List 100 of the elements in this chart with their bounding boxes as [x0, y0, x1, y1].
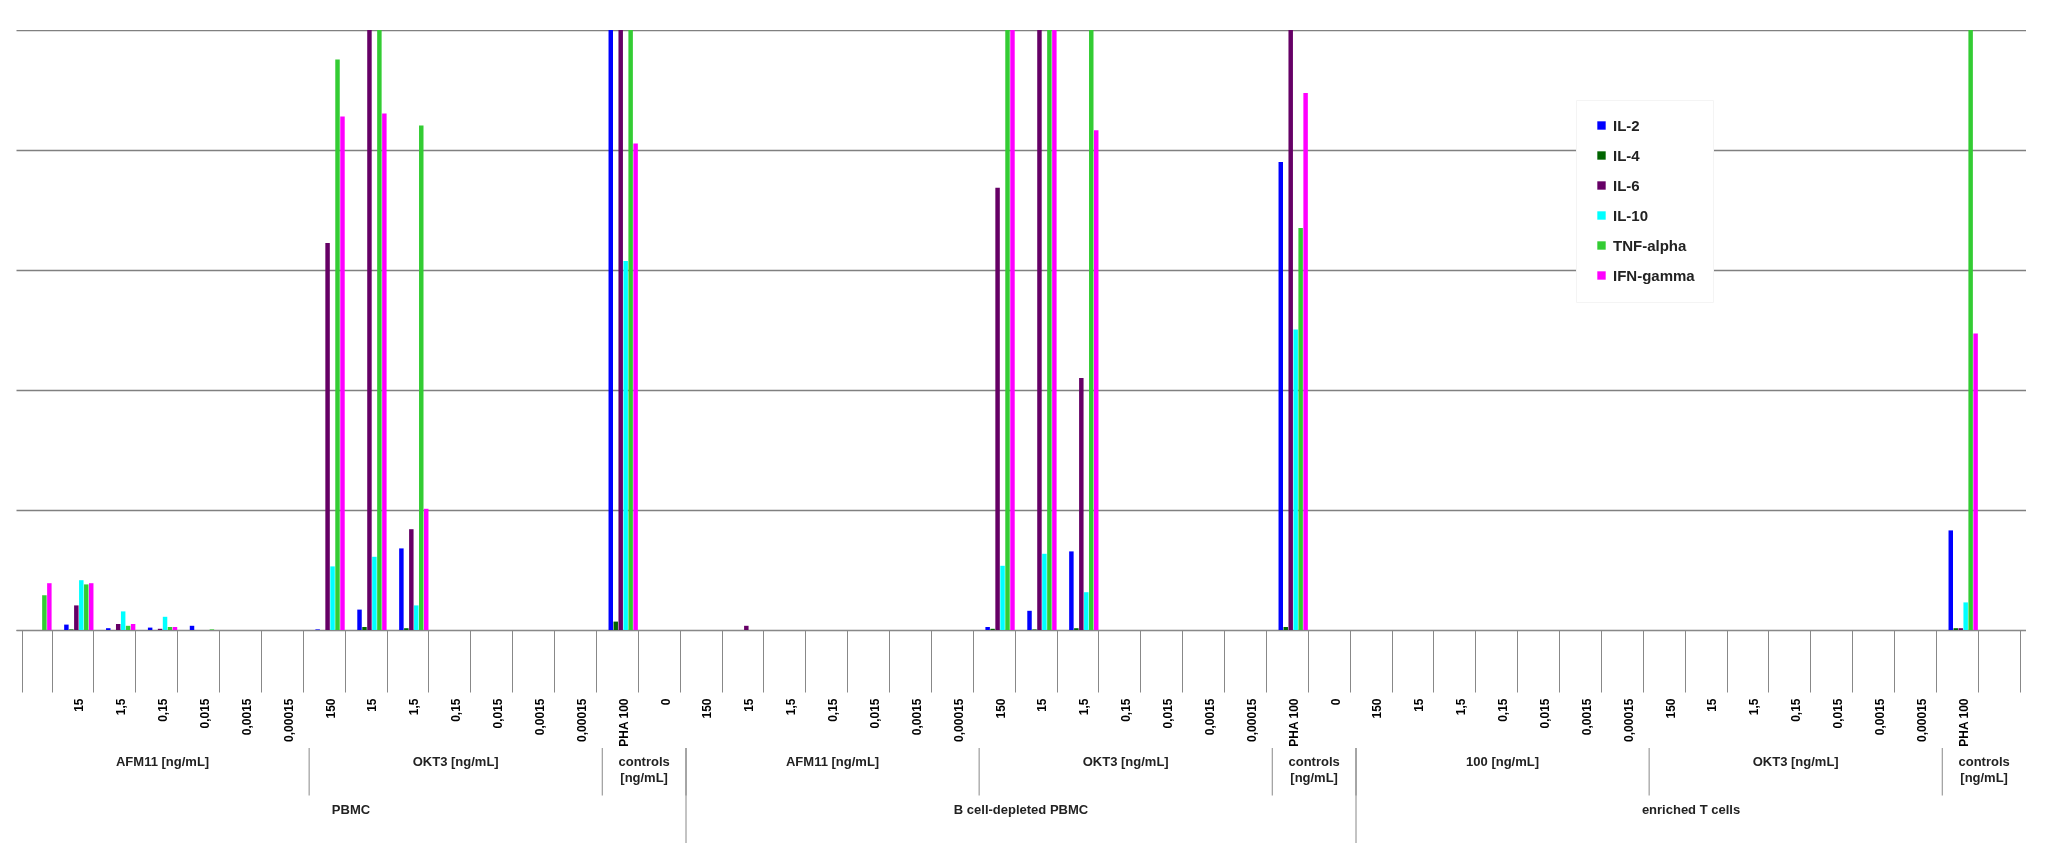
x-tick-label: 0,15 — [1496, 698, 1511, 722]
x-tick-label: 15 — [1412, 698, 1427, 712]
text: AFM11 [ng/mL] — [785, 754, 880, 769]
x-tick-label: 0,15 — [1119, 698, 1134, 722]
x-tick-label: 0,00015 — [574, 698, 589, 742]
x-tick-label: 1,5 — [1454, 698, 1469, 716]
bar — [79, 580, 84, 630]
text: OKT3 [ng/mL] — [1752, 754, 1839, 769]
bar — [1042, 553, 1047, 630]
text: AFM11 [ng/mL] — [115, 754, 210, 769]
x-tick-label: 0,0015 — [532, 698, 547, 736]
bar — [357, 609, 362, 630]
bar — [1948, 530, 1953, 630]
bar — [1010, 30, 1015, 630]
text: OKT3 [ng/mL] — [1082, 754, 1169, 769]
bar — [1089, 30, 1094, 630]
bar — [1298, 228, 1303, 630]
x-tick-label: 1,5 — [114, 698, 129, 716]
x-tick-label: 150 — [993, 698, 1008, 719]
x-tick-label: 0,0015 — [1579, 698, 1594, 736]
bar — [744, 625, 749, 630]
bar — [325, 243, 330, 630]
bar — [1037, 30, 1042, 630]
bar — [1283, 627, 1288, 630]
text: controls [ng/mL] — [1288, 754, 1340, 785]
bar — [382, 113, 387, 630]
bar — [1084, 592, 1089, 630]
x-tick-label: 0,015 — [1161, 698, 1176, 729]
bar — [628, 30, 633, 630]
text: controls [ng/mL] — [1958, 754, 2010, 785]
bar — [1293, 329, 1298, 630]
bar — [618, 30, 623, 630]
bar — [633, 143, 638, 630]
text: OKT3 [ng/mL] — [412, 754, 499, 769]
x-tick-label: 0,00015 — [951, 698, 966, 742]
text: enriched T cells — [1641, 801, 1741, 817]
bar — [1047, 30, 1052, 630]
legend-label: IL-4 — [1613, 146, 1641, 164]
x-tick-label: 15 — [1705, 698, 1720, 712]
x-tick-label: 15 — [1035, 698, 1050, 712]
bar — [419, 125, 424, 630]
bar — [64, 624, 69, 630]
bar — [409, 529, 414, 630]
bar — [1000, 565, 1005, 630]
x-tick-label: PHA 100 — [1956, 698, 1971, 747]
bar — [340, 116, 345, 630]
x-tick-label: 0,015 — [197, 698, 212, 729]
bar — [1968, 30, 1973, 630]
text: B cell-depleted PBMC — [953, 801, 1089, 817]
bar — [47, 583, 52, 630]
x-tick-label: 0,015 — [1537, 698, 1552, 729]
text: PBMC — [331, 801, 371, 817]
x-tick-label: 0,00015 — [1244, 698, 1259, 742]
bar — [74, 605, 79, 630]
legend-label: IL-10 — [1613, 206, 1649, 224]
x-tick-label: 0,00015 — [281, 698, 296, 742]
bar — [377, 30, 382, 630]
bar — [1963, 602, 1968, 630]
x-tick-label: 0 — [1328, 698, 1343, 706]
bar — [367, 30, 372, 630]
x-tick-label: PHA 100 — [616, 698, 631, 747]
x-tick-label: PHA 100 — [1286, 698, 1301, 747]
x-tick-label: 0,0015 — [1202, 698, 1217, 736]
bar — [613, 621, 618, 630]
bar — [1027, 610, 1032, 630]
x-tick-label: 0,15 — [156, 698, 171, 722]
x-tick-label: 0,0015 — [909, 698, 924, 736]
x-tick-label: 1,5 — [1747, 698, 1762, 716]
x-tick-label: 0,00015 — [1621, 698, 1636, 742]
x-tick-label: 0,015 — [1831, 698, 1846, 729]
bar — [372, 556, 377, 630]
bar — [1052, 30, 1057, 630]
x-tick-label: 0,15 — [449, 698, 464, 722]
x-tick-label: 1,5 — [407, 698, 422, 716]
x-tick-label: 0,00015 — [1914, 698, 1929, 742]
x-tick-label: 0,0015 — [1872, 698, 1887, 736]
bar — [623, 261, 628, 630]
bar — [89, 583, 94, 630]
bar — [42, 595, 47, 630]
bar — [335, 59, 340, 630]
bar — [330, 566, 335, 630]
x-tick-label: 1,5 — [1077, 698, 1092, 716]
bar — [1973, 333, 1978, 630]
x-tick-label: 0,015 — [867, 698, 882, 729]
bar — [985, 627, 990, 630]
bar — [1303, 93, 1308, 630]
x-tick-label: 1,5 — [784, 698, 799, 716]
x-tick-label: 0 — [658, 698, 673, 706]
bar — [1069, 551, 1074, 630]
bar — [167, 627, 173, 630]
x-tick-label: 0,15 — [1789, 698, 1804, 722]
bar — [84, 584, 89, 630]
x-tick-label: 0,0015 — [239, 698, 254, 736]
bar — [414, 605, 419, 630]
x-tick-label: 150 — [700, 698, 715, 719]
bar — [172, 627, 178, 630]
x-tick-label: 15 — [365, 698, 380, 712]
legend-label: IL-6 — [1613, 176, 1640, 194]
text: controls [ng/mL] — [618, 754, 670, 785]
bar — [399, 548, 404, 630]
